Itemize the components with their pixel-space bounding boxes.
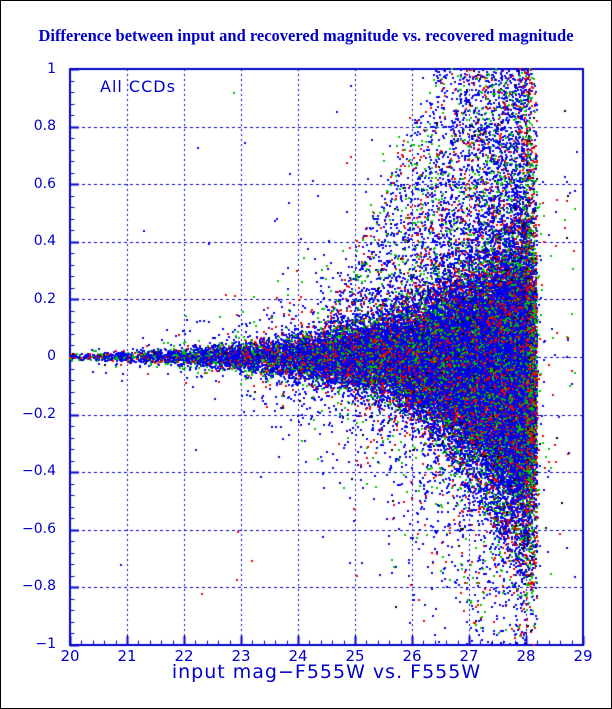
y-tick-label: 0.8 — [33, 118, 56, 134]
x-tick-label: 24 — [288, 647, 308, 665]
y-tick-label: −0.8 — [22, 578, 56, 594]
x-tick-label: 29 — [573, 647, 593, 665]
x-tick-label: 22 — [174, 647, 194, 665]
chart-title: Difference between input and recovered m… — [38, 26, 574, 45]
x-tick-label: 20 — [60, 647, 80, 665]
x-tick-label: 26 — [402, 647, 422, 665]
y-tick-label: 1 — [47, 61, 56, 77]
inset-label-all-ccds: All CCDs — [100, 77, 176, 96]
x-tick-label: 27 — [459, 647, 479, 665]
x-tick-label: 21 — [117, 647, 137, 665]
y-tick-label: 0.2 — [33, 291, 56, 307]
x-tick-label: 28 — [516, 647, 536, 665]
x-axis-label: input mag−F555W vs. F555W — [171, 661, 482, 683]
y-tick-label: 0.4 — [33, 233, 56, 249]
y-tick-label: −0.6 — [22, 521, 56, 537]
x-tick-label: 23 — [231, 647, 251, 665]
x-tick-label: 25 — [345, 647, 365, 665]
y-tick-label: 0 — [47, 348, 56, 364]
y-tick-label: −1 — [35, 636, 56, 652]
y-tick-label: −0.2 — [22, 406, 56, 422]
y-tick-label: 0.6 — [33, 176, 56, 192]
y-tick-label: −0.4 — [22, 463, 56, 479]
